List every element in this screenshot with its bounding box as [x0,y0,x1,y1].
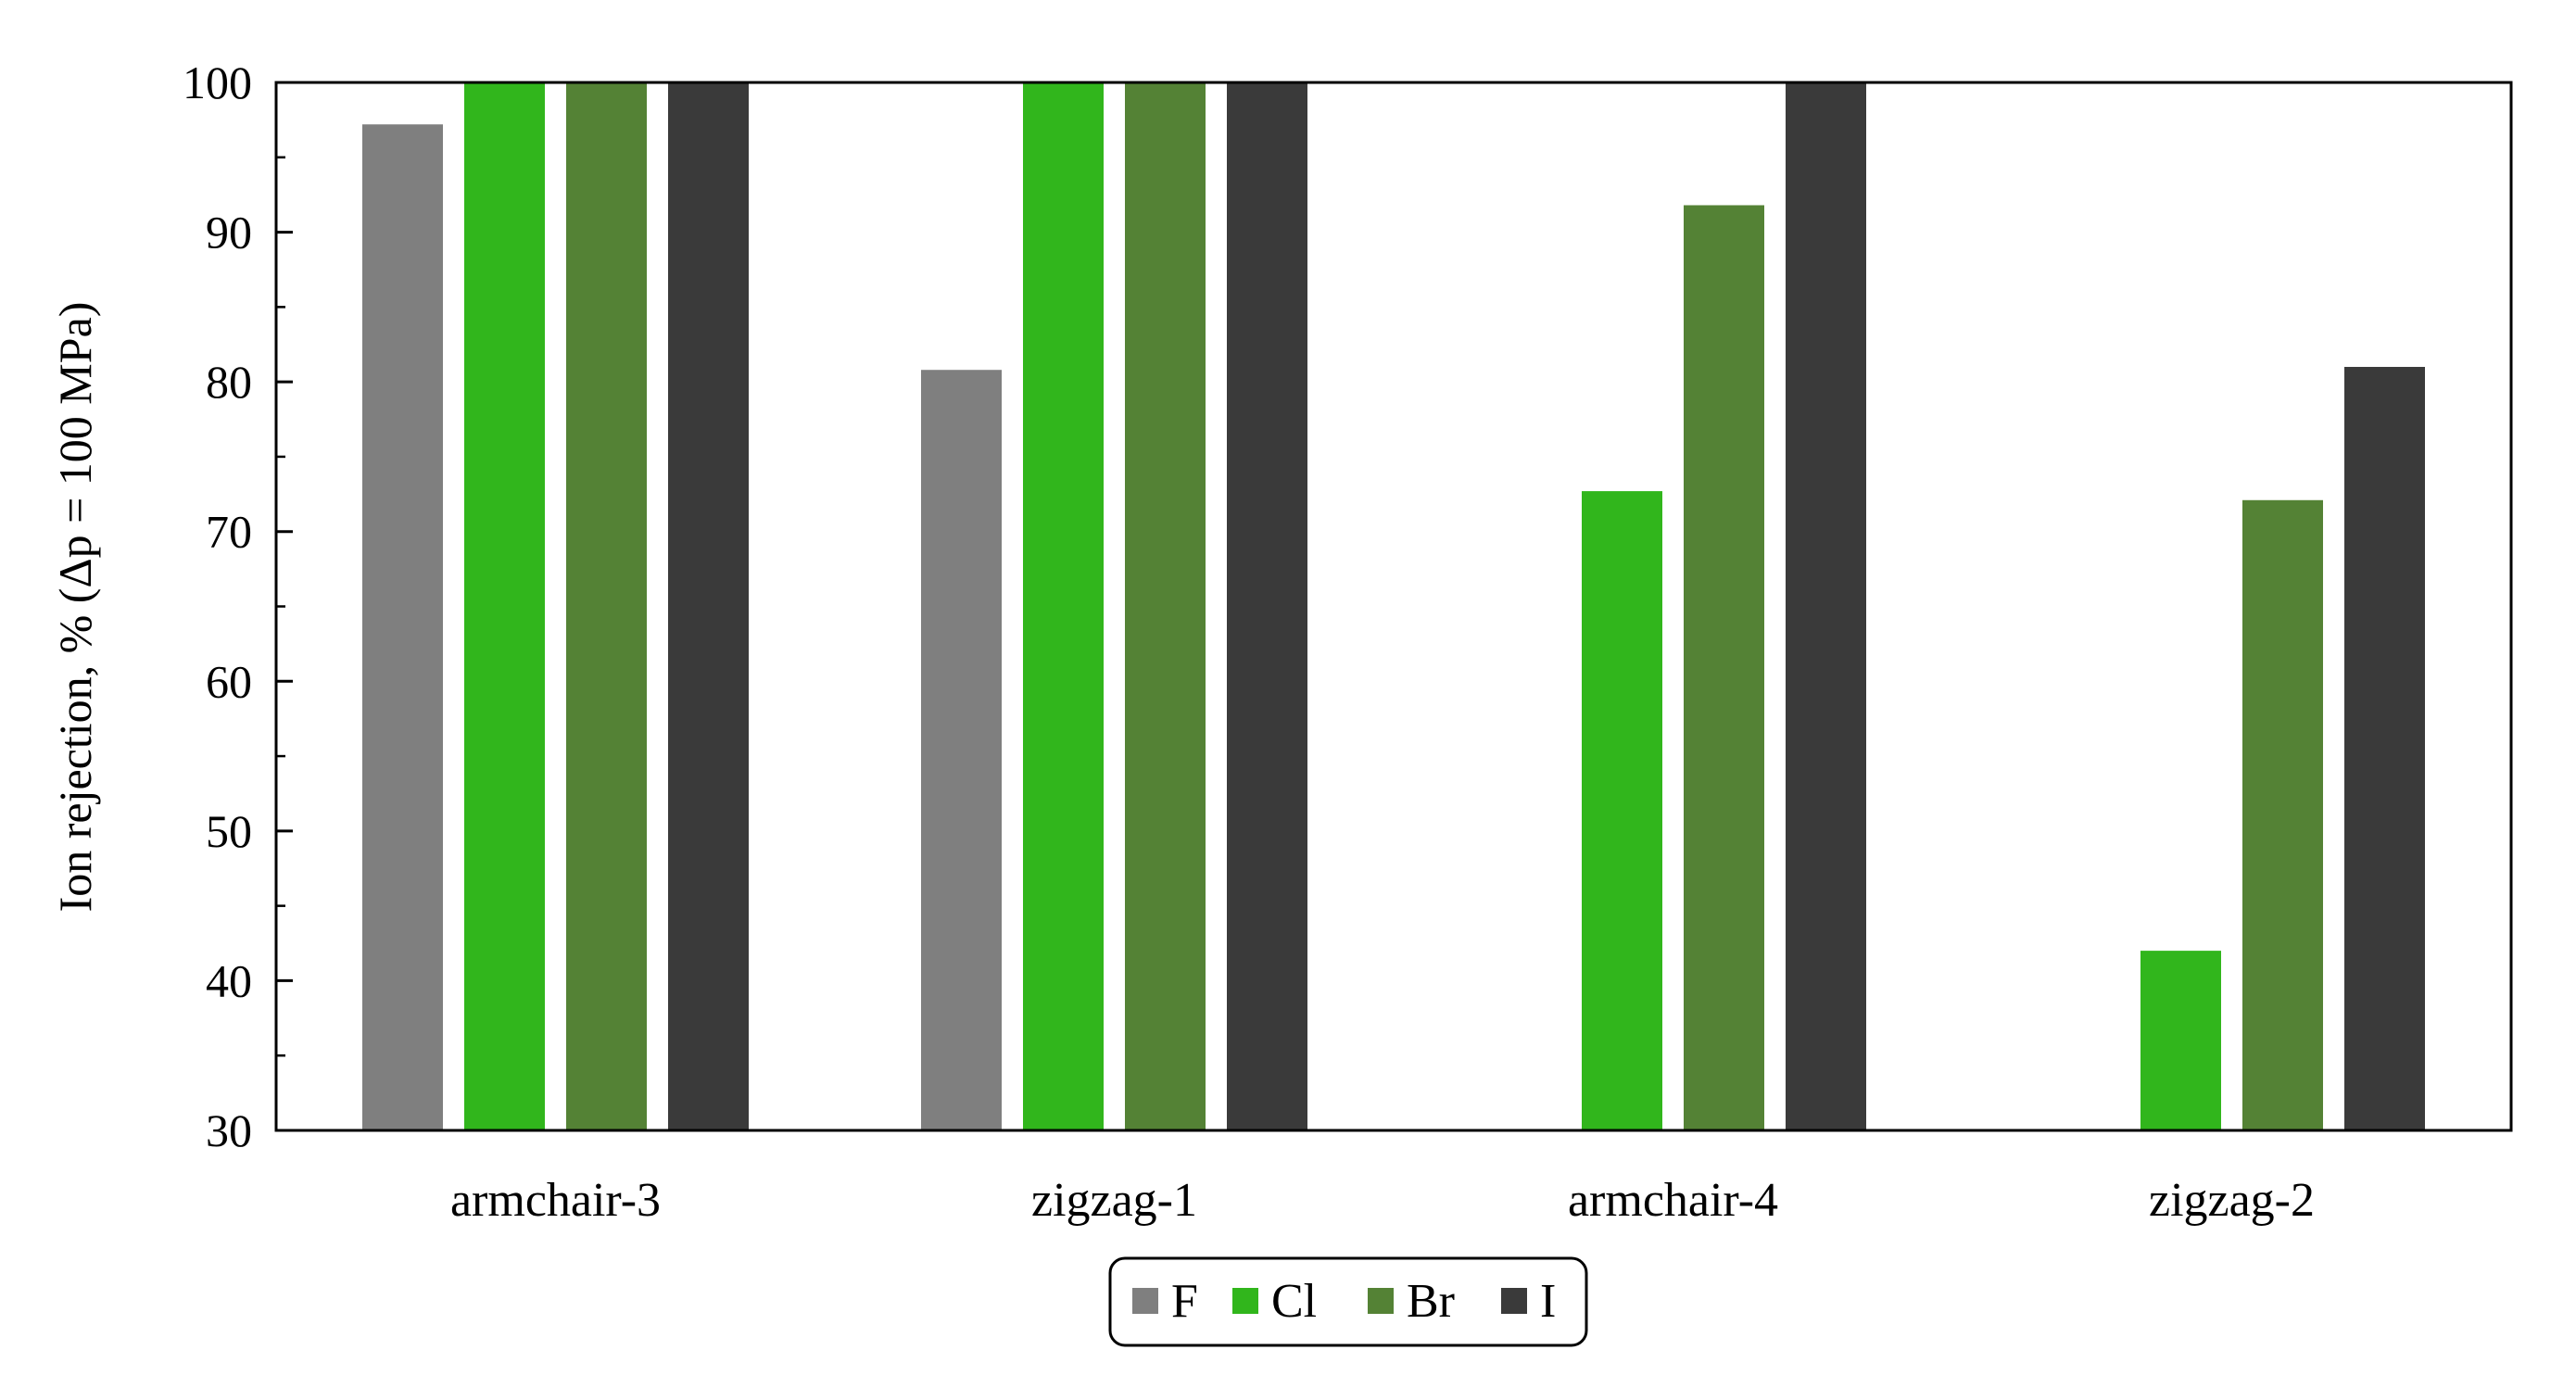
y-axis-title: Ion rejection, % (Δp = 100 MPa) [49,302,101,913]
bars [362,82,2425,1131]
legend-swatch-f [1132,1288,1158,1314]
bar-br-armchair-4 [1684,205,1764,1130]
legend-swatch-cl [1232,1288,1258,1314]
x-category-label: armchair-4 [1568,1174,1778,1227]
x-category-label: zigzag-2 [2149,1174,2315,1227]
y-tick-label: 90 [206,207,252,259]
bar-br-armchair-3 [566,82,647,1130]
bar-f-armchair-3 [362,124,443,1131]
bar-i-armchair-3 [668,82,749,1130]
bar-br-zigzag-2 [2242,499,2323,1130]
bar-cl-zigzag-1 [1023,82,1104,1130]
bar-br-zigzag-1 [1125,82,1206,1130]
y-tick-label: 30 [206,1104,252,1156]
bar-cl-armchair-3 [464,82,545,1130]
bar-f-zigzag-1 [921,370,1002,1130]
legend-box [1108,1256,1588,1347]
bar-i-zigzag-2 [2344,366,2425,1130]
bar-i-armchair-4 [1786,82,1866,1130]
x-category-label: zigzag-1 [1031,1174,1197,1227]
legend-label-cl: Cl [1271,1275,1317,1328]
bar-cl-zigzag-2 [2140,951,2221,1130]
y-tick-label: 40 [206,954,252,1006]
y-tick-label: 60 [206,655,252,707]
x-category-label: armchair-3 [450,1174,661,1227]
x-axis: armchair-3 zigzag-1 armchair-4 zigzag-2 [450,1174,2315,1227]
legend-label-br: Br [1407,1275,1455,1328]
legend-swatch-i [1501,1288,1527,1314]
bar-i-zigzag-1 [1227,82,1307,1130]
legend-label-f: F [1171,1275,1198,1328]
legend-swatch-br [1368,1288,1394,1314]
y-tick-label: 50 [206,805,252,857]
bar-cl-armchair-4 [1582,491,1662,1130]
y-tick-label: 80 [206,356,252,408]
y-tick-label: 70 [206,506,252,558]
legend-label-i: I [1540,1275,1556,1328]
y-tick-label: 100 [183,57,252,108]
plot-area-frame [274,81,2513,1132]
legend: F Cl Br I [1108,1256,1588,1347]
y-axis: 30 40 50 60 70 80 90 100 [183,57,293,1156]
